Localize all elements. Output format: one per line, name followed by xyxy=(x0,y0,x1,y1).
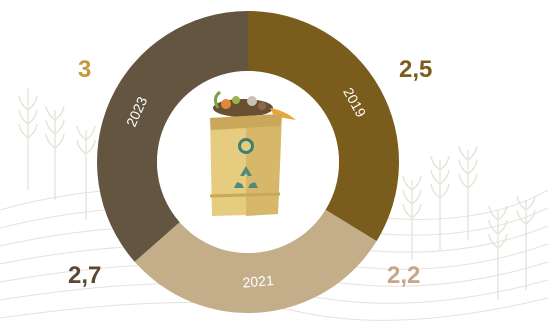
wheat-stalk-icon xyxy=(18,88,38,190)
wheat-stalk-icon xyxy=(488,205,508,300)
wheat-stalk-icon xyxy=(458,145,478,240)
wheat-stalk-icon xyxy=(76,125,96,220)
wheat-stalk-icon xyxy=(402,175,422,260)
recycle-icon xyxy=(234,166,258,188)
value-label-2021: 2,2 xyxy=(387,262,421,289)
value-label-extra: 3 xyxy=(78,56,92,83)
donut-slice-2021 xyxy=(134,209,377,313)
value-label-2019: 2,5 xyxy=(399,56,433,83)
donut-slice-2019 xyxy=(248,11,399,242)
wheat-stalk-icon xyxy=(516,195,536,290)
wheat-stalk-icon xyxy=(45,105,65,200)
slice-label-2021: 2021 xyxy=(242,272,275,291)
donut-slice-2023 xyxy=(97,11,248,262)
value-label-2023: 2,7 xyxy=(68,262,102,289)
wheat-stalk-icon xyxy=(430,155,450,250)
compost-bag-icon xyxy=(209,90,296,216)
donut-slices xyxy=(97,11,399,313)
